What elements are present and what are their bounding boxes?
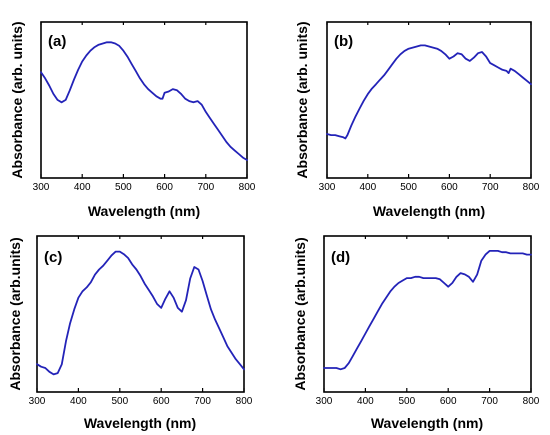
panel-a: 300 400 500 600 700 800 (a) Wavelength (nm) A… xyxy=(9,21,256,219)
x-ticks: 300 400 500 600 700 800 xyxy=(319,22,540,193)
x-tick-label: 500 xyxy=(400,182,417,193)
x-tick-label: 400 xyxy=(357,396,374,407)
y-axis-title: Absorbance (arb.units) xyxy=(7,237,23,390)
x-tick-label: 400 xyxy=(74,182,91,193)
x-axis-title: Wavelength (nm) xyxy=(373,203,485,219)
x-tick-label: 600 xyxy=(440,396,457,407)
panel-label: (d) xyxy=(331,249,350,266)
x-tick-label: 800 xyxy=(239,182,256,193)
x-tick-label: 500 xyxy=(111,396,128,407)
panel-c: 300 400 500 600 700 800 (c) Wavelength (nm) A… xyxy=(7,235,253,431)
x-axis-title: Wavelength (nm) xyxy=(88,203,200,219)
plot-frame xyxy=(326,21,532,179)
x-tick-label: 300 xyxy=(29,396,46,407)
x-ticks: 300 400 500 600 700 800 xyxy=(29,236,253,407)
x-axis-title: Wavelength (nm) xyxy=(371,415,483,431)
panel-label: (b) xyxy=(334,33,353,50)
x-tick-label: 300 xyxy=(319,182,336,193)
panel-label: (a) xyxy=(48,33,66,50)
absorbance-curve xyxy=(323,250,532,371)
x-tick-label: 400 xyxy=(70,396,87,407)
x-tick-label: 800 xyxy=(523,396,540,407)
panel-d: 300 400 500 600 700 800 (d) Wavelength (nm) A… xyxy=(292,235,540,431)
y-axis-title: Absorbance (arb.units) xyxy=(292,237,308,390)
x-tick-label: 700 xyxy=(197,182,214,193)
x-tick-label: 600 xyxy=(441,182,458,193)
absorbance-curve xyxy=(36,250,245,376)
x-tick-label: 700 xyxy=(481,396,498,407)
x-tick-label: 700 xyxy=(194,396,211,407)
x-tick-label: 700 xyxy=(482,182,499,193)
x-tick-label: 500 xyxy=(398,396,415,407)
panel-b: 300 400 500 600 700 800 (b) Wavelength (nm) A… xyxy=(294,21,540,219)
absorbance-curve xyxy=(326,44,532,140)
x-axis-title: Wavelength (nm) xyxy=(84,415,196,431)
x-tick-label: 300 xyxy=(33,182,50,193)
plot-frame xyxy=(36,235,245,393)
panel-label: (c) xyxy=(44,249,62,266)
plot-frame xyxy=(40,21,248,179)
y-axis-title: Absorbance (arb. units) xyxy=(9,21,25,178)
x-tick-label: 800 xyxy=(523,182,540,193)
x-tick-label: 600 xyxy=(156,182,173,193)
x-tick-label: 300 xyxy=(316,396,333,407)
y-axis-title: Absorbance (arb. units) xyxy=(294,21,310,178)
x-tick-label: 600 xyxy=(153,396,170,407)
x-tick-label: 500 xyxy=(115,182,132,193)
x-tick-label: 400 xyxy=(359,182,376,193)
x-tick-label: 800 xyxy=(236,396,253,407)
plot-frame xyxy=(323,235,532,393)
x-ticks: 300 400 500 600 700 800 xyxy=(33,22,256,193)
absorbance-curve xyxy=(40,41,248,161)
x-ticks: 300 400 500 600 700 800 xyxy=(316,236,540,407)
